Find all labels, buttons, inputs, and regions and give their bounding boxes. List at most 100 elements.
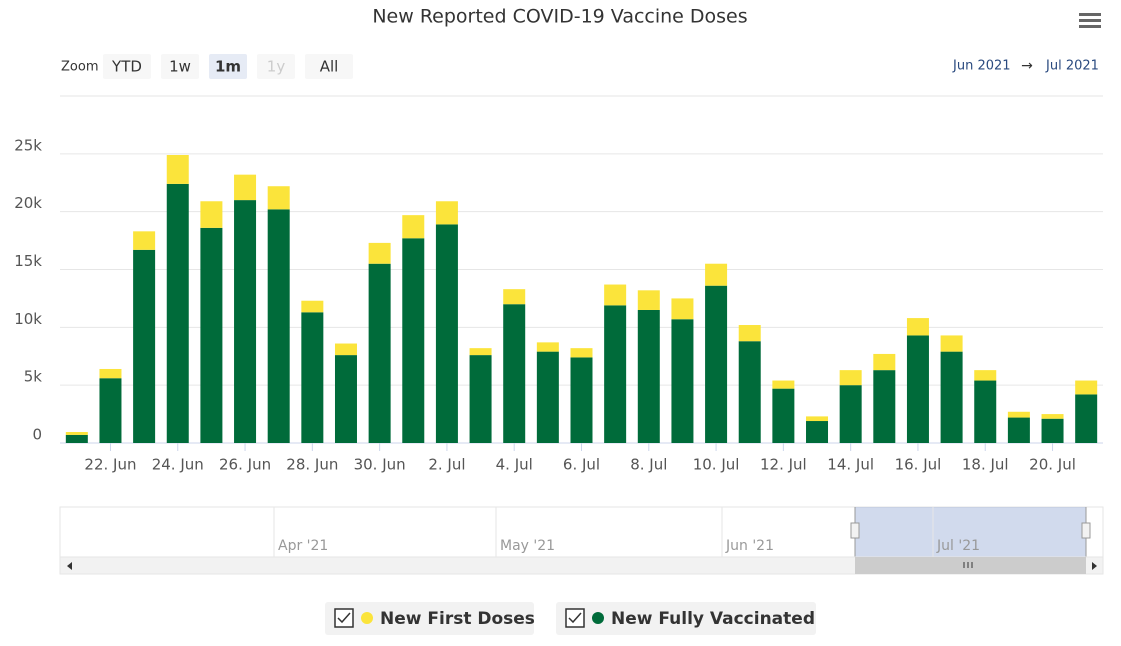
scrollbar[interactable] <box>59 556 1104 575</box>
bar-segment <box>772 380 795 389</box>
legend-item[interactable] <box>556 602 816 635</box>
zoom-button-label[interactable]: 1m <box>215 58 241 76</box>
navigator-selection[interactable] <box>855 507 1086 557</box>
y-tick-label: 25k <box>14 136 42 154</box>
x-tick-label: 22. Jun <box>84 456 136 474</box>
zoom-button-label[interactable]: 1y <box>267 58 286 76</box>
bar-segment <box>906 318 929 336</box>
bar-segment <box>806 421 829 443</box>
y-tick-label: 0 <box>32 426 42 444</box>
bar-segment <box>570 357 593 443</box>
bar-segment <box>435 224 458 443</box>
zoom-button[interactable] <box>209 54 247 79</box>
bar-segment <box>873 353 896 371</box>
legend-checkbox[interactable] <box>334 608 354 628</box>
scrollbar-thumb[interactable] <box>855 557 1086 574</box>
bar-segment <box>806 416 829 422</box>
x-tick-label: 30. Jun <box>354 456 406 474</box>
zoom-button[interactable] <box>257 54 295 79</box>
bar-segment <box>772 388 795 443</box>
x-tick-label: 6. Jul <box>563 456 600 474</box>
bar-segment <box>940 335 963 352</box>
range-from: Jun 2021 <box>952 59 1011 74</box>
bar-segment <box>301 312 324 443</box>
bar-segment <box>503 304 526 443</box>
legend-label[interactable]: New Fully Vaccinated <box>611 609 815 629</box>
bar-segment <box>604 305 627 443</box>
bar-segment <box>65 434 88 443</box>
x-tick-label: 26. Jun <box>219 456 271 474</box>
bar-segment <box>570 348 593 358</box>
zoom-button-label[interactable]: YTD <box>111 58 142 76</box>
legend-symbol <box>361 612 373 624</box>
x-tick-label: 24. Jun <box>152 456 204 474</box>
bar-segment <box>604 284 627 306</box>
bar-segment <box>1075 380 1098 395</box>
bar-segment <box>469 355 492 443</box>
zoom-label: Zoom <box>61 60 98 75</box>
navigator-label: May '21 <box>500 538 555 554</box>
bar-segment <box>1041 418 1064 443</box>
zoom-button[interactable] <box>161 54 199 79</box>
bar-segment <box>705 285 728 443</box>
bar-segment <box>368 242 391 264</box>
bar-segment <box>402 238 425 443</box>
bar-segment <box>671 319 694 443</box>
bar-segment <box>940 351 963 443</box>
x-tick-label: 8. Jul <box>630 456 667 474</box>
bar-segment <box>705 263 728 286</box>
bar-segment <box>133 231 156 250</box>
navigator-handle[interactable] <box>850 522 860 539</box>
bar-segment <box>974 380 997 443</box>
legend-checkbox[interactable] <box>565 608 585 628</box>
navigator-label: Jun '21 <box>725 538 774 554</box>
menu-icon[interactable] <box>1079 13 1101 28</box>
x-tick-label: 18. Jul <box>962 456 1009 474</box>
range-to: Jul 2021 <box>1045 59 1099 74</box>
y-tick-label: 20k <box>14 194 42 212</box>
x-tick-label: 20. Jul <box>1029 456 1076 474</box>
navigator-label: Apr '21 <box>278 538 328 554</box>
bar-segment <box>469 348 492 356</box>
bar-segment <box>334 343 357 356</box>
legend-check <box>337 612 351 624</box>
bar-segment <box>133 249 156 443</box>
y-tick-label: 10k <box>14 310 42 328</box>
bar-segment <box>637 290 660 310</box>
bar-segment <box>99 378 122 443</box>
zoom-button[interactable] <box>103 54 151 79</box>
x-tick-label: 4. Jul <box>496 456 533 474</box>
bar-segment <box>637 309 660 443</box>
bar-segment <box>435 201 458 225</box>
bar-segment <box>906 335 929 443</box>
scroll-right[interactable] <box>1092 562 1097 570</box>
x-tick-label: 14. Jul <box>827 456 874 474</box>
bar-segment <box>1041 414 1064 419</box>
bar-segment <box>368 263 391 443</box>
bar-segment <box>738 325 761 342</box>
legend-item[interactable] <box>325 602 534 635</box>
bar-segment <box>267 209 290 443</box>
bar-segment <box>671 298 694 320</box>
bar-segment <box>200 227 223 443</box>
navigator-handle[interactable] <box>1081 522 1091 539</box>
bar-segment <box>166 183 189 443</box>
legend-label[interactable]: New First Doses <box>380 609 535 629</box>
bar-segment <box>503 289 526 305</box>
bar-segment <box>65 432 88 435</box>
navigator-label: Jul '21 <box>936 538 980 554</box>
zoom-button[interactable] <box>305 54 353 79</box>
bar-segment <box>1075 394 1098 443</box>
bar-segment <box>166 154 189 184</box>
navigator[interactable] <box>59 506 1104 558</box>
scroll-left[interactable] <box>67 562 72 570</box>
bar-segment <box>536 342 559 352</box>
legend-check <box>568 612 582 624</box>
x-tick-label: 12. Jul <box>760 456 807 474</box>
scrollbar-grip <box>963 562 973 568</box>
bar-segment <box>738 341 761 443</box>
x-tick-label: 28. Jun <box>286 456 338 474</box>
zoom-button-label[interactable]: 1w <box>169 58 191 76</box>
zoom-button-label[interactable]: All <box>320 58 339 76</box>
